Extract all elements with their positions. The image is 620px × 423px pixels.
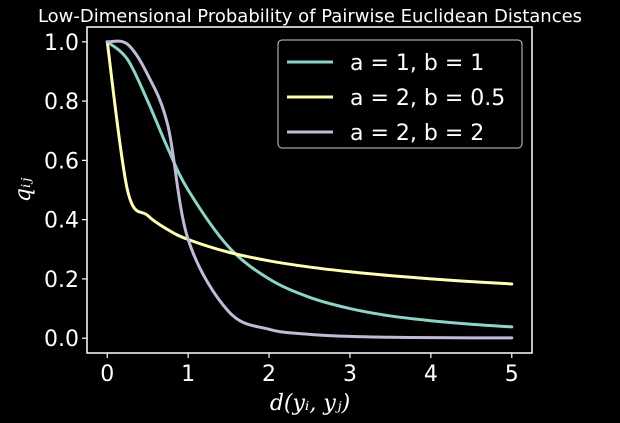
x-axis-label: d(yᵢ, yⱼ) (270, 391, 350, 416)
y-tick-label: 0.4 (44, 209, 79, 234)
legend: a = 1, b = 1 a = 2, b = 0.5 a = 2, b = 2 (277, 39, 523, 149)
y-tick-label: 1.0 (44, 31, 79, 56)
x-tick-label: 4 (424, 362, 438, 387)
chart-title: Low-Dimensional Probability of Pairwise … (38, 6, 582, 27)
y-axis-label: qᵢⱼ (11, 178, 36, 203)
legend-label-1: a = 1, b = 1 (350, 51, 484, 76)
y-tick-label: 0.2 (44, 268, 79, 293)
y-tick-label: 0.0 (44, 327, 79, 352)
x-tick-label: 3 (343, 362, 357, 387)
y-tick-label: 0.8 (44, 90, 79, 115)
x-tick-label: 0 (100, 362, 114, 387)
y-tick-label: 0.6 (44, 149, 79, 174)
series-line-3 (105, 39, 514, 340)
series-line-1 (105, 40, 514, 329)
x-tick-label: 1 (181, 362, 195, 387)
legend-label-2: a = 2, b = 0.5 (350, 86, 505, 111)
y-axis: 0.0 0.2 0.4 0.6 0.8 1.0 (44, 31, 87, 352)
x-tick-label: 5 (505, 362, 519, 387)
x-tick-label: 2 (262, 362, 276, 387)
x-axis: 0 1 2 3 4 5 (100, 353, 519, 387)
series-lines (105, 39, 514, 340)
series-line-2 (105, 40, 514, 286)
legend-label-3: a = 2, b = 2 (350, 121, 484, 146)
plot-area-frame (86, 26, 533, 354)
legend-box (277, 39, 523, 149)
